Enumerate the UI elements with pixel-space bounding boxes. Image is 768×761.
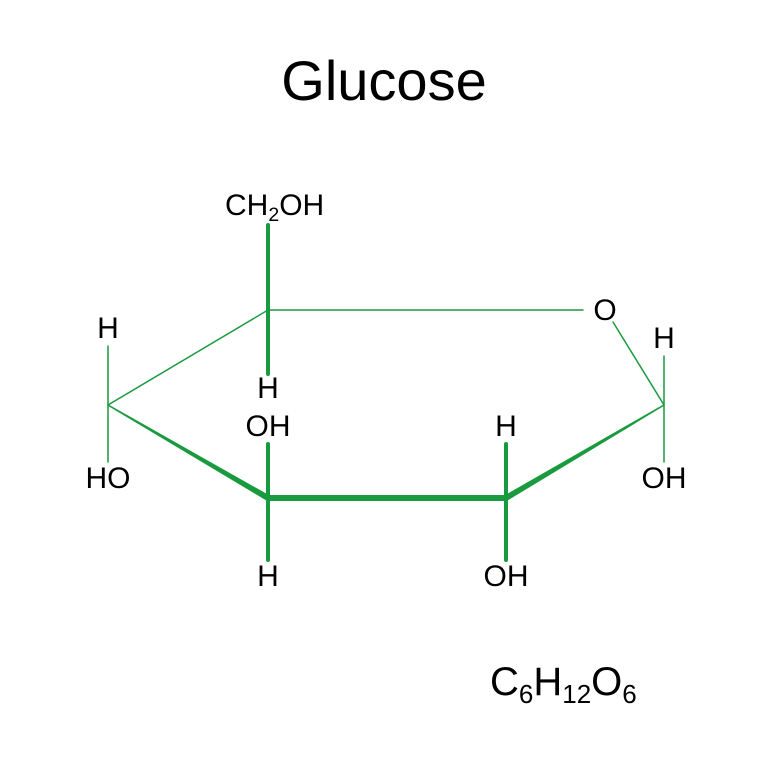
atom-c1-oh: OH <box>642 462 687 495</box>
atom-c2-h: H <box>495 410 517 443</box>
atom-c1-h: H <box>653 322 675 355</box>
molecular-formula: C6H12O6 <box>490 660 637 709</box>
glucose-diagram: GlucoseOHOHHOHOHHHHOHCH2OHC6H12O6 <box>0 0 768 761</box>
ring-edge-c4-c5 <box>108 310 268 405</box>
atom-ch2oh: CH2OH <box>225 189 324 226</box>
atom-c3-h: H <box>257 560 279 593</box>
ring-edge-c2-c1 <box>504 404 664 500</box>
atom-c4-h: H <box>97 312 119 345</box>
atom-c4-ho: HO <box>86 462 131 495</box>
atom-c3-oh: OH <box>246 410 291 443</box>
atom-c5-h: H <box>257 372 279 405</box>
title: Glucose <box>281 49 486 112</box>
atom-c2-oh: OH <box>484 560 529 593</box>
atom-o-ring: O <box>593 294 616 327</box>
